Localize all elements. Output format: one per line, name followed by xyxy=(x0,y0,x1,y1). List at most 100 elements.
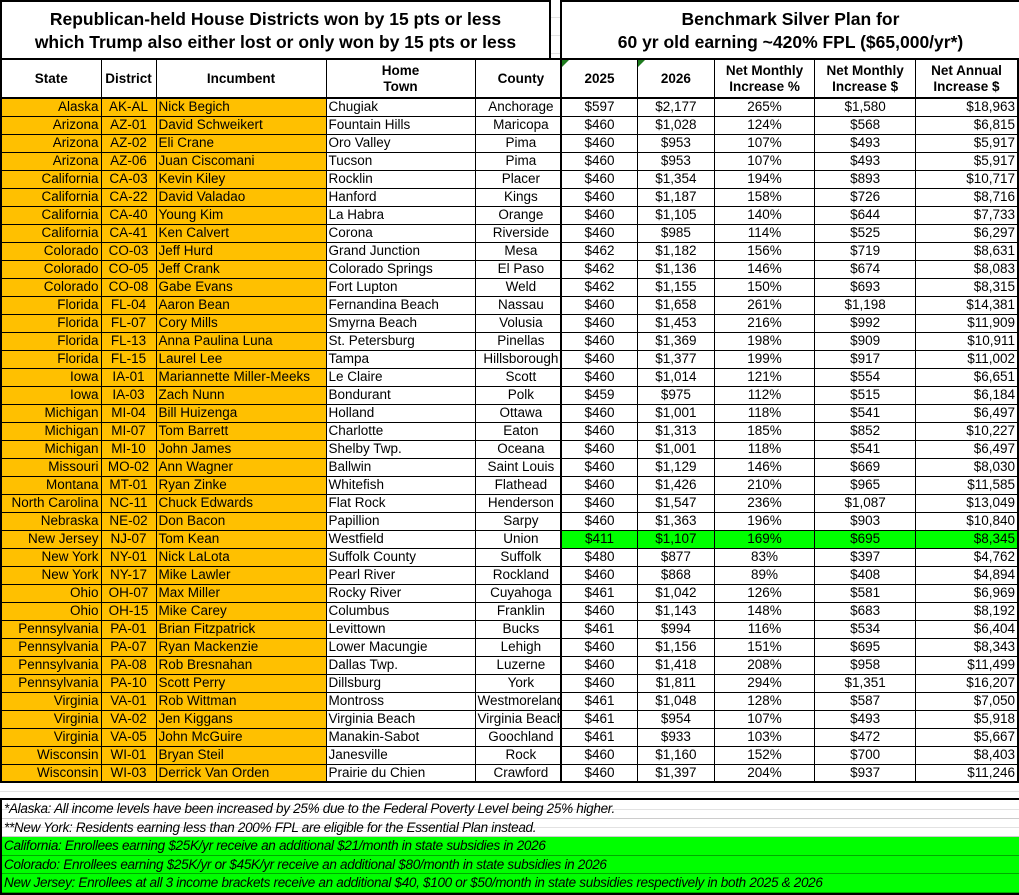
district-cell[interactable]: CA-40 xyxy=(100,205,157,225)
premium-2025-cell[interactable]: $480 xyxy=(560,547,639,567)
incumbent-cell[interactable]: Mike Lawler xyxy=(155,565,327,585)
net-monthly-pct-cell[interactable]: 128% xyxy=(713,691,816,711)
home-town-cell[interactable]: Shelby Twp. xyxy=(325,439,476,459)
net-annual-usd-cell[interactable]: $8,315 xyxy=(914,277,1019,297)
county-cell[interactable]: Ottawa xyxy=(474,403,568,423)
net-monthly-pct-cell[interactable]: 151% xyxy=(713,637,816,657)
net-monthly-pct-cell[interactable]: 126% xyxy=(713,583,816,603)
home-town-cell[interactable]: Grand Junction xyxy=(325,241,476,261)
premium-2025-cell[interactable]: $462 xyxy=(560,277,639,297)
district-cell[interactable]: CO-03 xyxy=(100,241,157,261)
net-monthly-pct-cell[interactable]: 112% xyxy=(713,385,816,405)
incumbent-cell[interactable]: Ryan Zinke xyxy=(155,475,327,495)
home-town-cell[interactable]: Suffolk County xyxy=(325,547,476,567)
state-cell[interactable]: California xyxy=(0,169,102,189)
net-monthly-usd-cell[interactable]: $917 xyxy=(814,349,916,369)
state-cell[interactable]: North Carolina xyxy=(0,493,102,513)
county-cell[interactable]: Henderson xyxy=(474,493,568,513)
home-town-cell[interactable]: Montross xyxy=(325,691,476,711)
premium-2025-cell[interactable]: $460 xyxy=(560,367,639,387)
state-cell[interactable]: Iowa xyxy=(0,385,102,405)
net-monthly-usd-cell[interactable]: $893 xyxy=(814,169,916,189)
home-town-cell[interactable]: Dillsburg xyxy=(325,673,476,693)
district-cell[interactable]: CA-41 xyxy=(100,223,157,243)
net-monthly-usd-cell[interactable]: $408 xyxy=(814,565,916,585)
net-monthly-pct-cell[interactable]: 265% xyxy=(713,97,816,117)
home-town-cell[interactable]: Levittown xyxy=(325,619,476,639)
home-town-cell[interactable]: Ballwin xyxy=(325,457,476,477)
district-cell[interactable]: VA-02 xyxy=(100,709,157,729)
header-2026[interactable]: 2026 xyxy=(637,58,715,99)
state-cell[interactable]: Virginia xyxy=(0,709,102,729)
home-town-cell[interactable]: Smyrna Beach xyxy=(325,313,476,333)
net-annual-usd-cell[interactable]: $6,184 xyxy=(914,385,1019,405)
net-annual-usd-cell[interactable]: $11,585 xyxy=(914,475,1019,495)
district-cell[interactable]: IA-03 xyxy=(100,385,157,405)
premium-2025-cell[interactable]: $460 xyxy=(560,151,639,171)
state-cell[interactable]: Arizona xyxy=(0,115,102,135)
state-cell[interactable]: New York xyxy=(0,547,102,567)
home-town-cell[interactable]: Rocky River xyxy=(325,583,476,603)
incumbent-cell[interactable]: Young Kim xyxy=(155,205,327,225)
district-cell[interactable]: PA-08 xyxy=(100,655,157,675)
net-monthly-pct-cell[interactable]: 210% xyxy=(713,475,816,495)
net-monthly-usd-cell[interactable]: $397 xyxy=(814,547,916,567)
premium-2026-cell[interactable]: $1,418 xyxy=(637,655,715,675)
net-annual-usd-cell[interactable]: $5,667 xyxy=(914,727,1019,747)
premium-2025-cell[interactable]: $461 xyxy=(560,619,639,639)
state-cell[interactable]: Colorado xyxy=(0,259,102,279)
net-monthly-usd-cell[interactable]: $493 xyxy=(814,133,916,153)
home-town-cell[interactable]: Corona xyxy=(325,223,476,243)
state-cell[interactable]: Montana xyxy=(0,475,102,495)
net-annual-usd-cell[interactable]: $8,345 xyxy=(914,529,1019,549)
premium-2026-cell[interactable]: $1,363 xyxy=(637,511,715,531)
county-cell[interactable]: Goochland xyxy=(474,727,568,747)
premium-2026-cell[interactable]: $1,354 xyxy=(637,169,715,189)
net-monthly-usd-cell[interactable]: $581 xyxy=(814,583,916,603)
incumbent-cell[interactable]: Rob Wittman xyxy=(155,691,327,711)
net-annual-usd-cell[interactable]: $6,969 xyxy=(914,583,1019,603)
premium-2025-cell[interactable]: $460 xyxy=(560,115,639,135)
net-monthly-usd-cell[interactable]: $693 xyxy=(814,277,916,297)
net-monthly-pct-cell[interactable]: 116% xyxy=(713,619,816,639)
net-monthly-pct-cell[interactable]: 118% xyxy=(713,403,816,423)
county-cell[interactable]: Pinellas xyxy=(474,331,568,351)
premium-2025-cell[interactable]: $461 xyxy=(560,727,639,747)
premium-2025-cell[interactable]: $460 xyxy=(560,511,639,531)
district-cell[interactable]: PA-10 xyxy=(100,673,157,693)
incumbent-cell[interactable]: Zach Nunn xyxy=(155,385,327,405)
net-monthly-pct-cell[interactable]: 204% xyxy=(713,763,816,783)
net-annual-usd-cell[interactable]: $7,050 xyxy=(914,691,1019,711)
net-monthly-usd-cell[interactable]: $992 xyxy=(814,313,916,333)
net-monthly-usd-cell[interactable]: $958 xyxy=(814,655,916,675)
net-monthly-usd-cell[interactable]: $493 xyxy=(814,151,916,171)
header-incumbent[interactable]: Incumbent xyxy=(155,58,327,99)
premium-2026-cell[interactable]: $975 xyxy=(637,385,715,405)
premium-2025-cell[interactable]: $461 xyxy=(560,691,639,711)
premium-2026-cell[interactable]: $1,156 xyxy=(637,637,715,657)
net-monthly-usd-cell[interactable]: $541 xyxy=(814,439,916,459)
net-monthly-pct-cell[interactable]: 261% xyxy=(713,295,816,315)
net-annual-usd-cell[interactable]: $11,246 xyxy=(914,763,1019,783)
net-monthly-pct-cell[interactable]: 199% xyxy=(713,349,816,369)
home-town-cell[interactable]: Prairie du Chien xyxy=(325,763,476,783)
state-cell[interactable]: Pennsylvania xyxy=(0,655,102,675)
county-cell[interactable]: Oceana xyxy=(474,439,568,459)
net-annual-usd-cell[interactable]: $18,963 xyxy=(914,97,1019,117)
net-annual-usd-cell[interactable]: $16,207 xyxy=(914,673,1019,693)
state-cell[interactable]: California xyxy=(0,187,102,207)
premium-2025-cell[interactable]: $460 xyxy=(560,295,639,315)
state-cell[interactable]: Iowa xyxy=(0,367,102,387)
net-monthly-pct-cell[interactable]: 107% xyxy=(713,133,816,153)
premium-2026-cell[interactable]: $1,187 xyxy=(637,187,715,207)
net-monthly-usd-cell[interactable]: $493 xyxy=(814,709,916,729)
net-monthly-usd-cell[interactable]: $700 xyxy=(814,745,916,765)
net-annual-usd-cell[interactable]: $11,002 xyxy=(914,349,1019,369)
premium-2025-cell[interactable]: $460 xyxy=(560,763,639,783)
district-cell[interactable]: CO-08 xyxy=(100,277,157,297)
county-cell[interactable]: Volusia xyxy=(474,313,568,333)
premium-2025-cell[interactable]: $460 xyxy=(560,331,639,351)
net-monthly-usd-cell[interactable]: $937 xyxy=(814,763,916,783)
district-cell[interactable]: WI-01 xyxy=(100,745,157,765)
state-cell[interactable]: Florida xyxy=(0,349,102,369)
